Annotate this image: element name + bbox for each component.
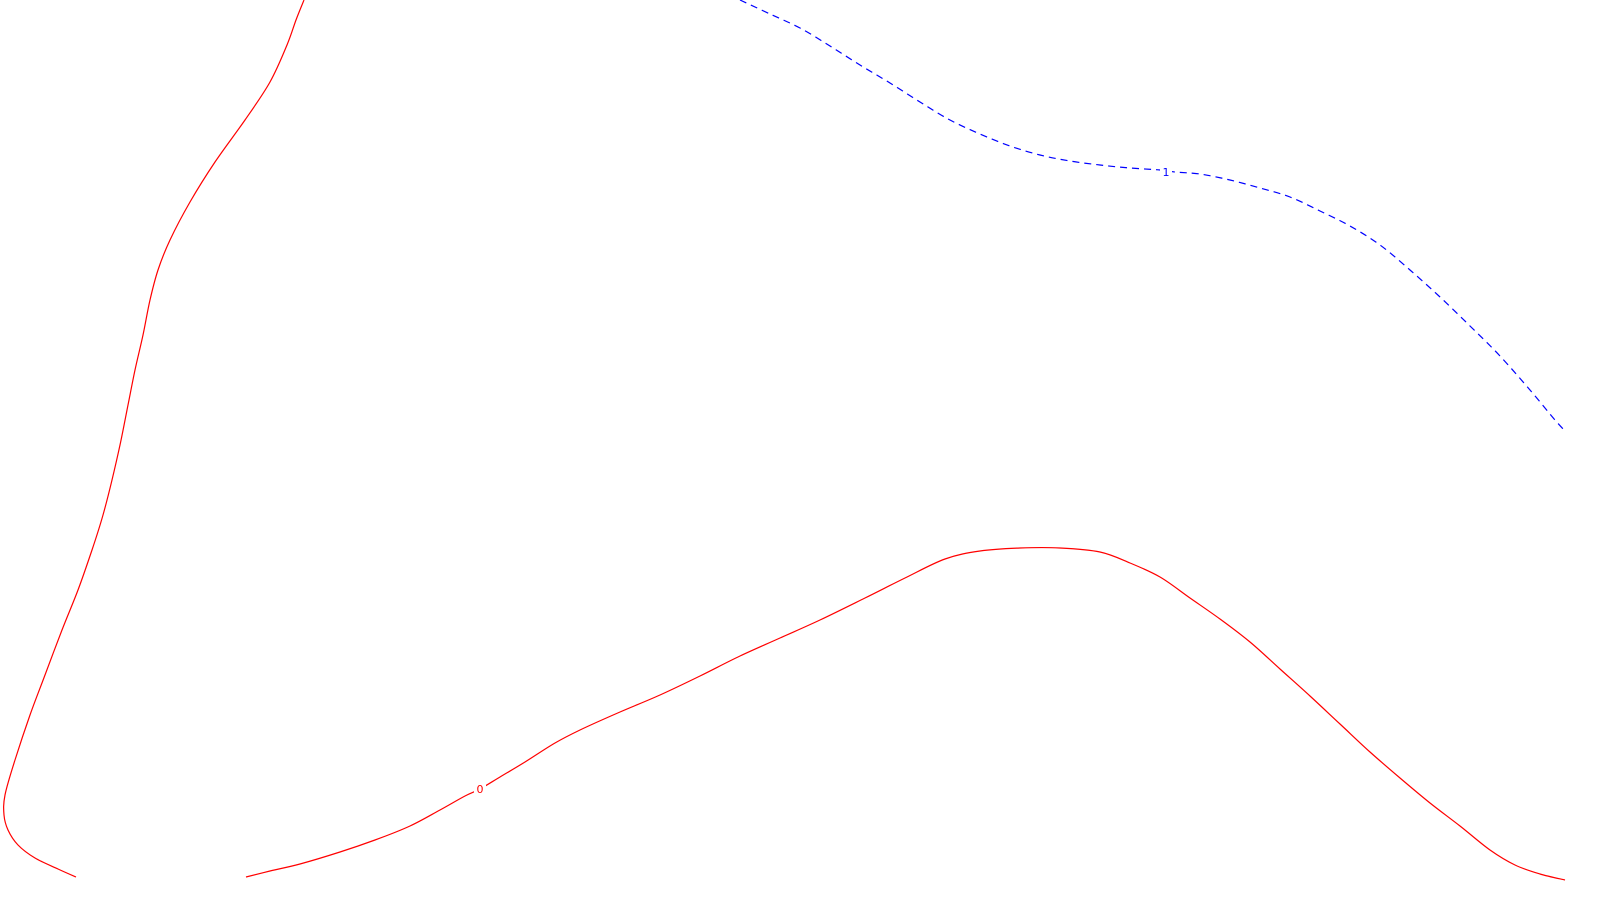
contour-lines — [3, 0, 1567, 881]
contour-line-level-0-lower-branch — [245, 546, 1566, 881]
contour-label-background — [1160, 165, 1172, 178]
contour-line-level-0-left-branch — [3, 0, 305, 878]
contour-line-level-1-upper-branch — [739, 0, 1567, 433]
contour-label-background — [474, 782, 486, 795]
contour-label-level-1: 1 — [1163, 166, 1170, 179]
contour-labels: 01 — [474, 165, 1172, 796]
contour-label-level-0: 0 — [477, 783, 484, 796]
